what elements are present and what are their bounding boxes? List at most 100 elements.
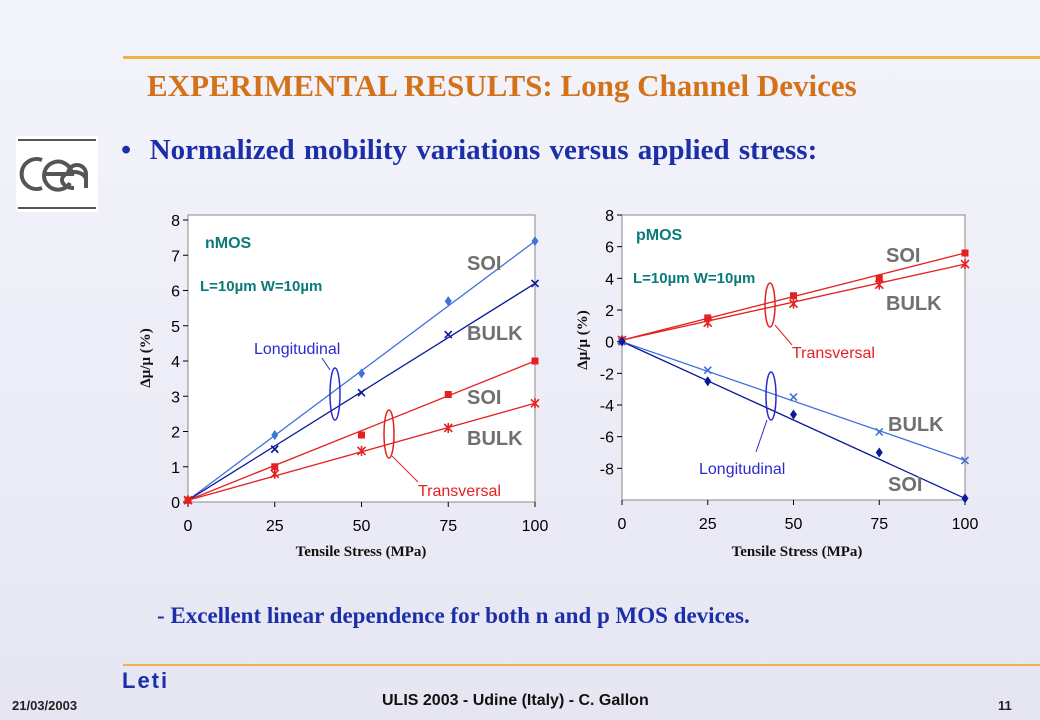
- pmos-plot-area: [621, 214, 966, 501]
- p-series-transversal-soi-point: [790, 292, 797, 300]
- n-series-transversal-soi-point: [444, 390, 452, 398]
- p-series-longitudinal-bulk-point: [703, 366, 712, 375]
- p-ytick-label: 0: [605, 335, 614, 352]
- p-xtick-label: 0: [618, 516, 627, 533]
- pmos-panel-label: pMOS: [636, 227, 683, 244]
- nmos-transversal-ellipse: [383, 409, 395, 459]
- n-ytick-label: 0: [171, 495, 180, 512]
- p-series-longitudinal-bulk-line: [621, 341, 966, 462]
- pmos-longitudinal-label: Longitudinal: [699, 461, 785, 478]
- nmos-soi-long-label: SOI: [467, 253, 501, 275]
- nmos-longitudinal-ellipse: [329, 367, 341, 421]
- nmos-device-label: L=10µm W=10µm: [200, 278, 322, 295]
- nmos-soi-trans-label: SOI: [467, 387, 501, 409]
- pmos-xlabel: Tensile Stress (MPa): [732, 544, 863, 560]
- n-series-transversal-bulk-point: [443, 422, 453, 433]
- n-xtick-label: 75: [439, 518, 457, 535]
- n-series-transversal-bulk-point: [270, 468, 280, 479]
- n-series-transversal-soi-point: [531, 357, 539, 365]
- p-ytick-label: 6: [605, 240, 614, 257]
- cea-logo: [16, 136, 98, 212]
- n-series-longitudinal-soi-point: [444, 296, 452, 307]
- p-xtick-label: 100: [952, 516, 979, 533]
- n-series-longitudinal-soi-point: [271, 430, 279, 441]
- pmos-longitudinal-leader: [755, 419, 768, 453]
- n-series-transversal-bulk-point: [530, 398, 540, 409]
- n-series-transversal-soi-point: [271, 463, 279, 471]
- svg-text:Leti: Leti: [122, 668, 169, 692]
- n-ytick-label: 6: [171, 284, 180, 301]
- p-series-longitudinal-bulk-point: [960, 456, 970, 465]
- pmos-bulk-long-label: BULK: [888, 414, 944, 436]
- nmos-transversal-label: Transversal: [418, 483, 501, 500]
- p-ytick-label: 2: [605, 303, 614, 320]
- n-series-transversal-soi-line: [187, 360, 536, 501]
- p-xtick-label: 50: [785, 516, 803, 533]
- n-series-longitudinal-bulk-point: [357, 388, 366, 397]
- subtitle-text: Normalized mobility variations versus ap…: [149, 134, 818, 166]
- p-series-transversal-bulk-point: [788, 298, 799, 309]
- footer-center: ULIS 2003 - Udine (Italy) - C. Gallon: [382, 692, 649, 709]
- pmos-longitudinal-ellipse: [765, 371, 777, 421]
- pmos-bulk-trans-label: BULK: [886, 293, 942, 315]
- pmos-transversal-leader: [774, 324, 793, 346]
- n-series-longitudinal-bulk-point: [270, 445, 279, 454]
- n-xtick-label: 0: [184, 518, 193, 535]
- footer-date: 21/03/2003: [12, 698, 78, 713]
- p-ytick-label: -8: [600, 461, 614, 478]
- p-series-longitudinal-soi-point: [704, 376, 712, 387]
- n-series-transversal-soi-point: [358, 431, 365, 439]
- p-series-longitudinal-soi-point: [618, 336, 626, 347]
- n-ytick-label: 4: [171, 354, 180, 371]
- nmos-ylabel: Δµ/µ (%): [138, 328, 154, 388]
- n-ytick-label: 1: [171, 460, 180, 477]
- p-series-transversal-bulk-point: [874, 279, 884, 290]
- p-series-transversal-soi-point: [961, 249, 969, 257]
- n-series-longitudinal-bulk-point: [444, 330, 453, 339]
- n-series-longitudinal-soi-point: [531, 236, 539, 247]
- p-series-transversal-bulk-point: [703, 317, 713, 328]
- p-xtick-label: 75: [870, 516, 888, 533]
- p-series-longitudinal-soi-line: [621, 341, 966, 500]
- p-series-longitudinal-soi-point: [961, 493, 969, 504]
- p-ytick-label: -4: [600, 398, 614, 415]
- n-series-transversal-bulk-point: [356, 445, 367, 456]
- nmos-longitudinal-label: Longitudinal: [254, 341, 340, 358]
- nmos-bulk-trans-label: BULK: [467, 428, 523, 450]
- p-series-longitudinal-bulk-point: [875, 427, 884, 436]
- n-xtick-label: 25: [266, 518, 284, 535]
- pmos-device-label: L=10µm W=10µm: [633, 270, 755, 287]
- n-ytick-label: 5: [171, 319, 180, 336]
- page-number: 11: [998, 698, 1012, 713]
- n-ytick-label: 2: [171, 425, 180, 442]
- n-ytick-label: 7: [171, 248, 180, 265]
- n-ytick-label: 3: [171, 389, 180, 406]
- top-accent-rule: [123, 56, 1040, 59]
- slide-title: EXPERIMENTAL RESULTS: Long Channel Devic…: [147, 68, 857, 103]
- nmos-bulk-long-label: BULK: [467, 323, 523, 345]
- bottom-accent-rule: [123, 664, 1040, 666]
- pmos-soi-trans-label: SOI: [886, 245, 920, 267]
- subtitle: • Normalized mobility variations versus …: [121, 134, 817, 167]
- p-ytick-label: -2: [600, 366, 614, 383]
- pmos-transversal-label: Transversal: [792, 345, 875, 362]
- pmos-transversal-ellipse: [764, 282, 776, 328]
- p-series-longitudinal-soi-point: [790, 409, 797, 420]
- nmos-xlabel: Tensile Stress (MPa): [296, 544, 427, 560]
- p-series-longitudinal-bulk-point: [789, 393, 798, 402]
- p-series-longitudinal-soi-point: [875, 447, 883, 458]
- nmos-longitudinal-leader: [321, 357, 331, 371]
- n-series-transversal-bulk-point: [183, 495, 193, 506]
- n-series-longitudinal-soi-point: [358, 368, 365, 379]
- pmos-ylabel: Δµ/µ (%): [575, 310, 591, 370]
- p-ytick-label: 8: [605, 208, 614, 225]
- leti-logo: Leti: [120, 668, 184, 693]
- n-xtick-label: 50: [353, 518, 371, 535]
- n-xtick-label: 100: [522, 518, 549, 535]
- p-series-transversal-soi-point: [875, 274, 883, 282]
- n-series-longitudinal-bulk-point: [530, 279, 540, 288]
- p-xtick-label: 25: [699, 516, 717, 533]
- pmos-soi-long-label: SOI: [888, 474, 922, 496]
